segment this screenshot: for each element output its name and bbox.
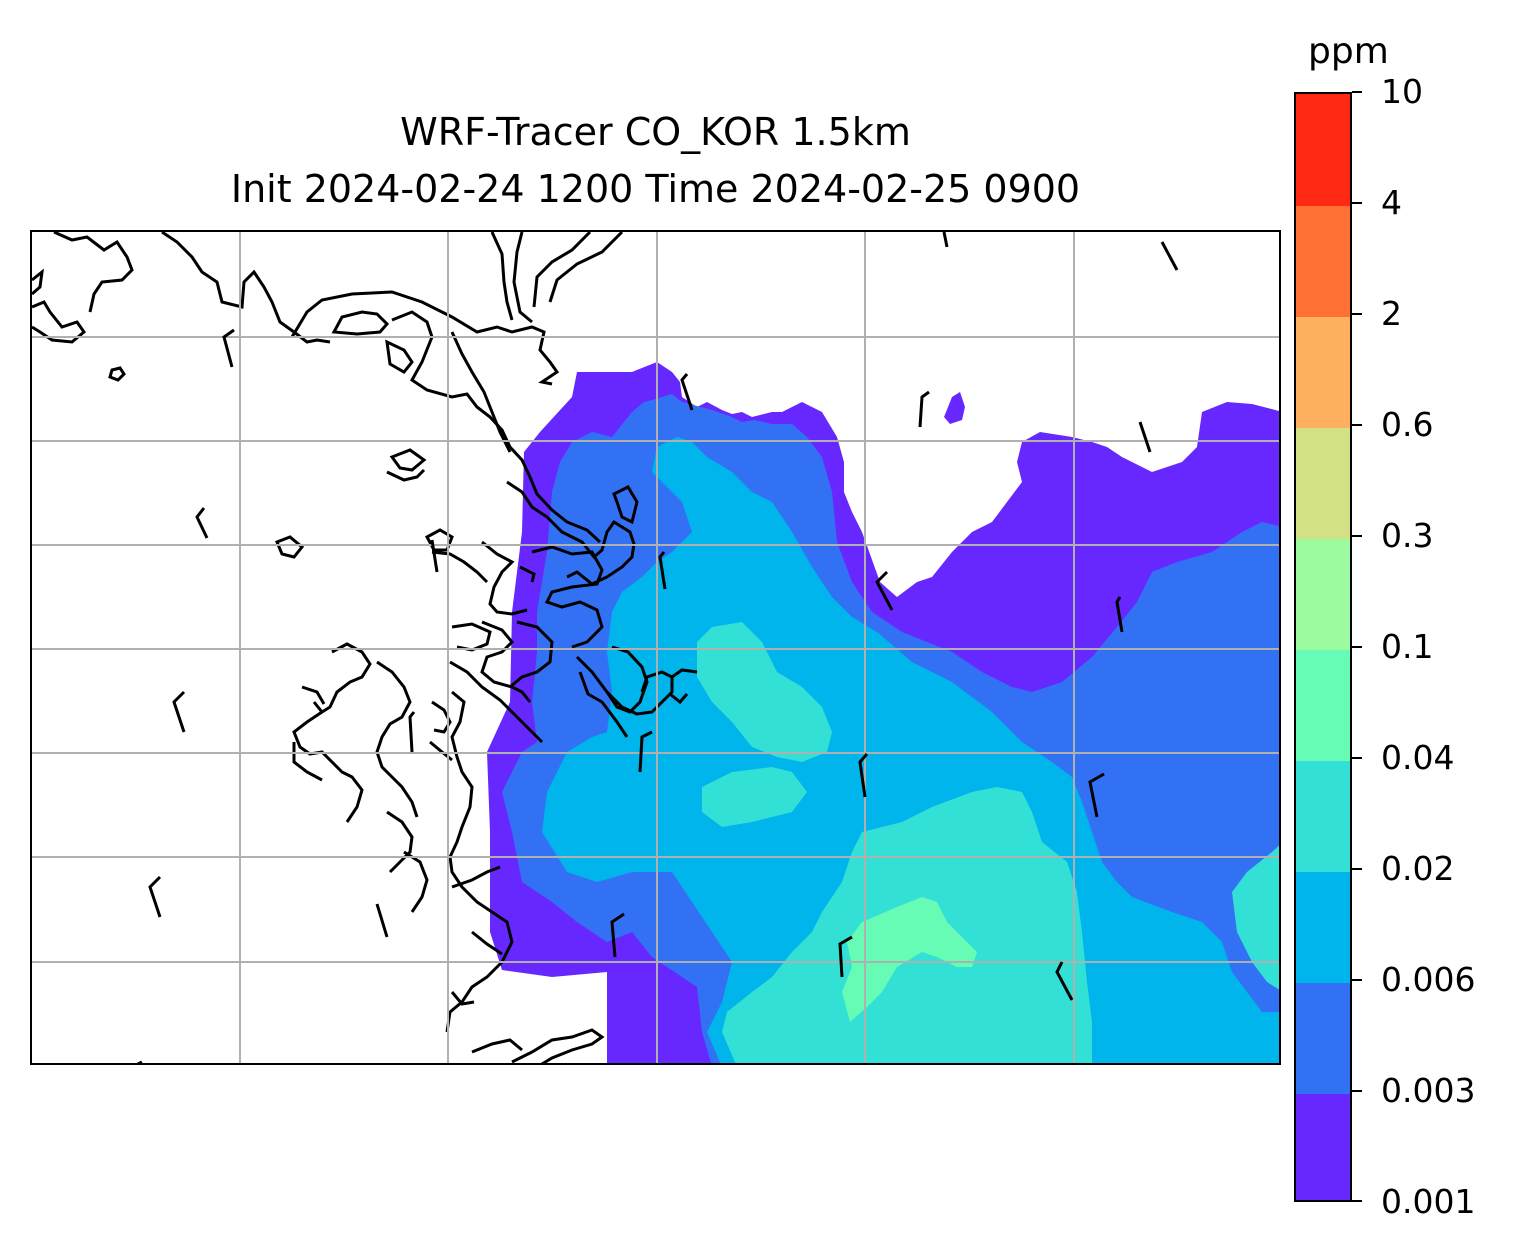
colorbar-tick-label: 0.001 [1381, 1182, 1476, 1221]
colorbar-tick [1352, 313, 1362, 315]
colorbar-tick [1352, 868, 1362, 870]
colorbar-tick [1352, 535, 1362, 537]
wind-barb [222, 328, 235, 368]
colorbar-segment [1296, 427, 1350, 539]
colorbar-tick [1352, 1090, 1362, 1092]
wind-barb [1160, 241, 1179, 271]
colorbar-segment [1296, 871, 1350, 983]
colorbar-segment [1296, 1093, 1350, 1200]
wind-barb [195, 507, 209, 539]
colorbar [1294, 92, 1352, 1202]
chart-title-line-2: Init 2024-02-24 1200 Time 2024-02-25 090… [230, 167, 1081, 211]
colorbar-tick-label: 0.003 [1381, 1071, 1476, 1110]
colorbar-tick-label: 0.6 [1381, 405, 1434, 444]
colorbar-tick [1352, 646, 1362, 648]
wind-barb [1138, 421, 1152, 453]
colorbar-unit-label: ppm [1308, 31, 1389, 72]
chart-title-line-1: WRF-Tracer CO_KOR 1.5km [400, 110, 911, 154]
colorbar-tick [1352, 91, 1362, 93]
gridlines [32, 232, 1279, 1063]
wind-barb [408, 711, 416, 753]
colorbar-segment [1296, 982, 1350, 1094]
wind-barb [1088, 772, 1105, 818]
colorbar-tick [1352, 202, 1362, 204]
colorbar-segment [1296, 316, 1350, 428]
contour-fill-0.02-middle [702, 767, 807, 827]
wind-barb [148, 875, 162, 918]
concentration-field [487, 362, 1279, 1063]
colorbar-tick-label: 0.1 [1381, 627, 1434, 666]
wind-barb [610, 912, 625, 958]
colorbar-tick [1352, 424, 1362, 426]
contour-fill-0.04 [842, 897, 977, 1022]
wind-barb [1055, 961, 1074, 1001]
colorbar-tick-label: 0.02 [1381, 849, 1455, 888]
colorbar-tick-label: 0.006 [1381, 960, 1476, 999]
colorbar-tick-label: 4 [1381, 183, 1402, 222]
wind-barb [918, 390, 930, 428]
wind-barb [838, 935, 853, 978]
wind-barb [430, 539, 439, 573]
colorbar-segment [1296, 94, 1350, 206]
contour-fill-0.001-islet [944, 392, 965, 424]
contour-fill-0.006 [542, 437, 1279, 1063]
colorbar-tick-label: 0.3 [1381, 516, 1434, 555]
wind-barb [875, 570, 894, 611]
colorbar-segment [1296, 205, 1350, 317]
map-panel[interactable] [30, 230, 1281, 1065]
wind-barb [375, 903, 389, 938]
colorbar-tick [1352, 757, 1362, 759]
contour-fill-0.02-north [697, 622, 832, 762]
colorbar-tick-label: 10 [1381, 72, 1423, 111]
colorbar-tick [1352, 979, 1362, 981]
wind-barbs [148, 232, 1179, 1001]
colorbar-segment [1296, 760, 1350, 872]
wind-barb [172, 690, 186, 733]
wind-barb [658, 551, 667, 590]
colorbar-tick-label: 2 [1381, 294, 1402, 333]
coastline [32, 232, 698, 1063]
contour-fill-0.02-east [1232, 845, 1279, 990]
wind-barb [1115, 596, 1124, 633]
colorbar-tick [1352, 1200, 1362, 1202]
colorbar-segment [1296, 649, 1350, 761]
colorbar-segment [1296, 538, 1350, 650]
wind-barb [942, 232, 949, 248]
wind-barb [680, 373, 694, 411]
wind-barb [638, 730, 653, 773]
colorbar-tick-label: 0.04 [1381, 738, 1455, 777]
wind-barb [858, 753, 869, 798]
